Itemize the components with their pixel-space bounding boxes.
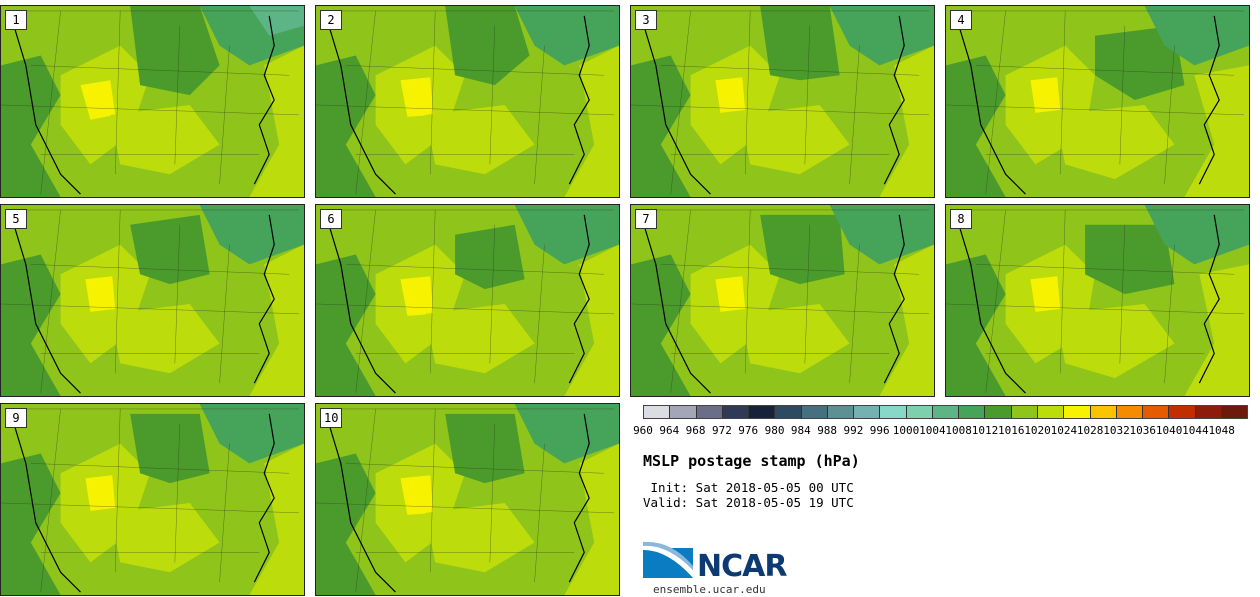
colorbar-tick-label: 1048 xyxy=(1208,424,1235,437)
colorbar-tick-label: 972 xyxy=(711,424,732,437)
mslp-field-map xyxy=(1,6,304,197)
site-url: ensemble.ucar.edu xyxy=(653,583,766,596)
colorbar-swatch xyxy=(1090,406,1117,418)
stamp-number: 6 xyxy=(320,209,342,229)
colorbar-swatch xyxy=(644,406,671,418)
stamp-number: 1 xyxy=(5,10,27,30)
colorbar-swatch xyxy=(1143,406,1170,418)
stamp-map-7: 7 xyxy=(630,204,935,397)
colorbar-tick-label: 984 xyxy=(790,424,811,437)
colorbar-tick-label: 964 xyxy=(659,424,680,437)
ncar-wordmark: NCAR xyxy=(697,549,787,584)
stamp-number: 2 xyxy=(320,10,342,30)
colorbar-swatch xyxy=(1064,406,1091,418)
stamp-number: 5 xyxy=(5,209,27,229)
init-time: Init: Sat 2018-05-05 00 UTC xyxy=(643,480,854,495)
colorbar-tick-label: 996 xyxy=(869,424,890,437)
colorbar-swatch xyxy=(670,406,697,418)
colorbar-tick-label: 1036 xyxy=(1129,424,1157,437)
colorbar-tick-label: 1012 xyxy=(971,424,999,437)
colorbar-tick-label: 1016 xyxy=(998,424,1025,437)
colorbar-swatch xyxy=(880,406,907,418)
pressure-colorbar xyxy=(643,405,1248,419)
stamp-map-1: 1 xyxy=(0,5,305,198)
stamp-map-9: 9 xyxy=(0,403,305,596)
ncar-logo-icon xyxy=(643,541,693,578)
mslp-field-map xyxy=(316,205,619,396)
colorbar-swatch xyxy=(1195,406,1222,418)
colorbar-tick-label: 1028 xyxy=(1076,424,1104,437)
mslp-field-map xyxy=(946,6,1249,197)
colorbar-swatch xyxy=(696,406,723,418)
colorbar-tick-label: 980 xyxy=(764,424,785,437)
colorbar-tick-label: 1008 xyxy=(945,424,972,437)
mslp-field-map xyxy=(1,404,304,595)
colorbar-swatch xyxy=(959,406,986,418)
colorbar-tick-label: 1024 xyxy=(1050,424,1078,437)
stamp-map-4: 4 xyxy=(945,5,1250,198)
colorbar-swatch xyxy=(1116,406,1144,418)
stamp-number: 10 xyxy=(320,408,343,428)
mslp-field-map xyxy=(316,404,619,595)
stamp-map-6: 6 xyxy=(315,204,620,397)
colorbar-swatch xyxy=(775,406,802,418)
mslp-field-map xyxy=(631,6,934,197)
colorbar-tick-labels: 960 964 968 972 976 980 984 988 992 996 1000 1004 10… xyxy=(630,424,1260,438)
colorbar-tick-label: 1044 xyxy=(1182,424,1209,437)
colorbar-tick-label: 992 xyxy=(843,424,864,437)
stamp-number: 9 xyxy=(5,408,27,428)
mslp-field-map xyxy=(946,205,1249,396)
stamp-number: 8 xyxy=(950,209,972,229)
colorbar-swatch xyxy=(1221,406,1248,418)
stamp-map-10: 10 xyxy=(315,403,620,596)
colorbar-tick-label: 1020 xyxy=(1024,424,1051,437)
valid-time: Valid: Sat 2018-05-05 19 UTC xyxy=(643,495,854,510)
colorbar-tick-label: 960 xyxy=(633,424,653,437)
colorbar-swatch xyxy=(1037,406,1065,418)
colorbar-tick-label: 976 xyxy=(738,424,759,437)
stamp-number: 4 xyxy=(950,10,972,30)
colorbar-swatch xyxy=(1011,406,1038,418)
colorbar-tick-label: 968 xyxy=(685,424,706,437)
run-info: Init: Sat 2018-05-05 00 UTC Valid: Sat 2… xyxy=(643,480,854,510)
stamp-map-5: 5 xyxy=(0,204,305,397)
mslp-field-map xyxy=(631,205,934,396)
colorbar-tick-label: 1032 xyxy=(1103,424,1130,437)
stamp-map-8: 8 xyxy=(945,204,1250,397)
colorbar-tick-label: 1040 xyxy=(1155,424,1183,437)
colorbar-swatch xyxy=(906,406,933,418)
colorbar-swatch xyxy=(854,406,881,418)
colorbar-tick-label: 1004 xyxy=(919,424,946,437)
stamp-number: 7 xyxy=(635,209,657,229)
colorbar-swatch xyxy=(827,406,855,418)
colorbar-swatch xyxy=(932,406,960,418)
mslp-field-map xyxy=(1,205,304,396)
stamp-map-3: 3 xyxy=(630,5,935,198)
stamp-number: 3 xyxy=(635,10,657,30)
colorbar-swatch xyxy=(722,406,750,418)
figure-title: MSLP postage stamp (hPa) xyxy=(643,452,860,470)
colorbar-swatch xyxy=(749,406,776,418)
colorbar-swatch xyxy=(801,406,828,418)
colorbar-tick-label: 988 xyxy=(817,424,838,437)
mslp-field-map xyxy=(316,6,619,197)
colorbar-swatch xyxy=(985,406,1012,418)
colorbar-swatch xyxy=(1169,406,1196,418)
stamp-map-2: 2 xyxy=(315,5,620,198)
colorbar-tick-label: 1000 xyxy=(892,424,920,437)
